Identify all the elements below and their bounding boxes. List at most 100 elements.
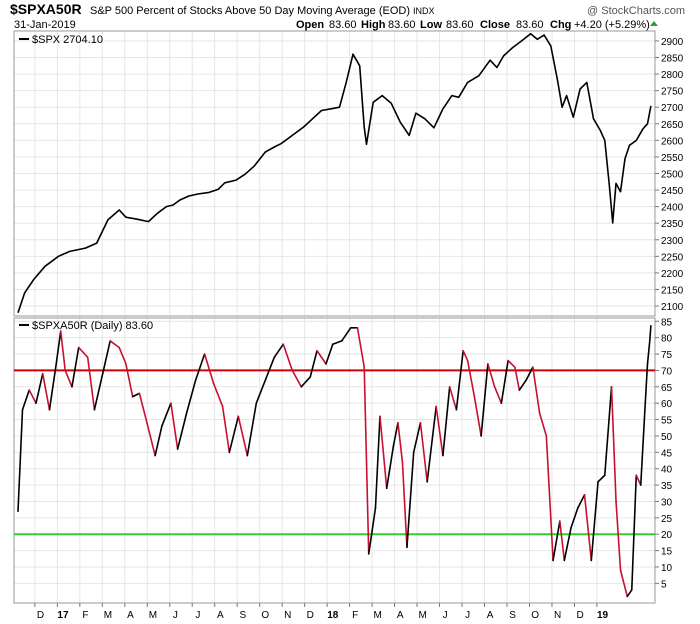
brand-logo[interactable]: @ StockCharts.com: [587, 5, 685, 17]
x-tick-label: O: [261, 610, 269, 621]
y-tick-label: 35: [661, 481, 673, 492]
breadth-segment: [246, 402, 258, 457]
breadth-segment: [35, 372, 44, 404]
breadth-segment: [194, 353, 206, 382]
y-tick-label: 10: [661, 563, 673, 574]
x-tick-label: A: [487, 610, 494, 621]
breadth-segment: [397, 422, 404, 463]
x-tick-label: 18: [327, 610, 339, 621]
breadth-segment: [435, 405, 444, 457]
y-tick-label: 15: [661, 547, 673, 558]
breadth-segment: [473, 395, 482, 437]
breadth-segment: [118, 346, 127, 365]
breadth-segment: [228, 415, 240, 454]
breadth-segment: [644, 363, 649, 404]
y-tick-label: 20: [661, 530, 673, 541]
breadth-segment: [577, 494, 586, 509]
breadth-segment: [538, 412, 548, 437]
breadth-segment: [597, 474, 606, 483]
breadth-segment: [48, 363, 58, 411]
up-arrow-icon: [650, 21, 658, 26]
chg-label: Chg: [550, 19, 571, 31]
y-tick-label: 5: [661, 579, 667, 590]
breadth-segment: [86, 356, 96, 411]
chart-header: $SPXA50R S&P 500 Percent of Stocks Above…: [10, 1, 685, 31]
breadth-segment: [630, 474, 638, 591]
breadth-segment: [552, 520, 561, 562]
breadth-segment: [507, 359, 516, 368]
x-tick-label: J: [443, 610, 448, 621]
y-tick-label: 2750: [661, 87, 684, 98]
y-tick-label: 2700: [661, 103, 684, 114]
breadth-segment: [154, 425, 163, 457]
breadth-segment: [102, 340, 111, 372]
breadth-segment: [273, 343, 285, 359]
x-tick-label: 19: [597, 610, 609, 621]
breadth-segment: [109, 340, 120, 349]
y-tick-label: 2400: [661, 203, 684, 214]
breadth-segment: [455, 349, 464, 411]
breadth-segment: [626, 589, 633, 598]
open-value: 83.60: [329, 19, 357, 31]
breadth-segment: [340, 327, 352, 342]
y-tick-label: 45: [661, 448, 673, 459]
price-axis: 2100 2150 2200 2250 2300 2350 2400 2450 2500 2550…: [655, 37, 684, 313]
y-tick-label: 2150: [661, 285, 684, 296]
breadth-segment: [401, 461, 408, 549]
breadth-segment: [176, 412, 188, 450]
breadth-segment: [212, 382, 224, 408]
x-tick-label: F: [352, 610, 358, 621]
y-tick-label: 30: [661, 497, 673, 508]
x-tick-label: N: [554, 610, 561, 621]
x-tick-label: J: [173, 610, 178, 621]
breadth-segment: [406, 451, 415, 549]
breadth-segment: [648, 325, 652, 342]
x-tick-label: J: [465, 610, 470, 621]
exchange-label: INDX: [413, 6, 435, 16]
y-tick-label: 85: [661, 317, 673, 328]
symbol-description: S&P 500 Percent of Stocks Above 50 Day M…: [90, 5, 410, 17]
breadth-segment: [203, 353, 215, 385]
y-tick-label: 65: [661, 383, 673, 394]
breadth-segment: [525, 366, 534, 382]
y-tick-label: 50: [661, 432, 673, 443]
breadth-segment: [590, 480, 599, 562]
price-series-line: [17, 32, 652, 313]
breadth-segment: [532, 366, 541, 414]
breadth-segment: [480, 363, 489, 437]
breadth-segment: [282, 343, 294, 372]
y-tick-label: 2350: [661, 219, 684, 230]
breadth-segment: [64, 369, 73, 388]
quote-date: 31-Jan-2019: [14, 19, 76, 31]
breadth-segment: [619, 569, 629, 598]
breadth-segment: [237, 415, 249, 457]
price-legend: $SPX 2704.10: [19, 34, 103, 46]
x-tick-label: D: [576, 610, 583, 621]
breadth-segment: [500, 359, 509, 404]
breadth-segment: [639, 402, 647, 486]
breadth-segment: [131, 392, 141, 398]
breadth-segment: [300, 376, 312, 388]
breadth-segment: [125, 363, 134, 398]
open-label: Open: [296, 19, 324, 31]
breadth-segment: [583, 494, 593, 562]
breadth-segment: [392, 422, 399, 447]
y-tick-label: 2100: [661, 302, 684, 313]
y-tick-label: 2850: [661, 54, 684, 65]
breadth-segment: [93, 369, 105, 411]
y-tick-label: 25: [661, 514, 673, 525]
breadth-segment: [466, 359, 476, 398]
x-tick-label: O: [531, 610, 539, 621]
x-tick-label: D: [307, 610, 314, 621]
breadth-segment: [77, 346, 89, 359]
y-tick-label: 70: [661, 366, 673, 377]
close-label: Close: [480, 19, 510, 31]
breadth-segment: [145, 418, 156, 457]
breadth-segment: [570, 507, 579, 529]
breadth-segment: [41, 372, 51, 411]
breadth-panel-frame: [13, 317, 656, 604]
breadth-segment: [610, 385, 617, 503]
x-tick-label: 17: [57, 610, 69, 621]
breadth-segment: [356, 327, 366, 368]
breadth-segment: [559, 520, 566, 562]
